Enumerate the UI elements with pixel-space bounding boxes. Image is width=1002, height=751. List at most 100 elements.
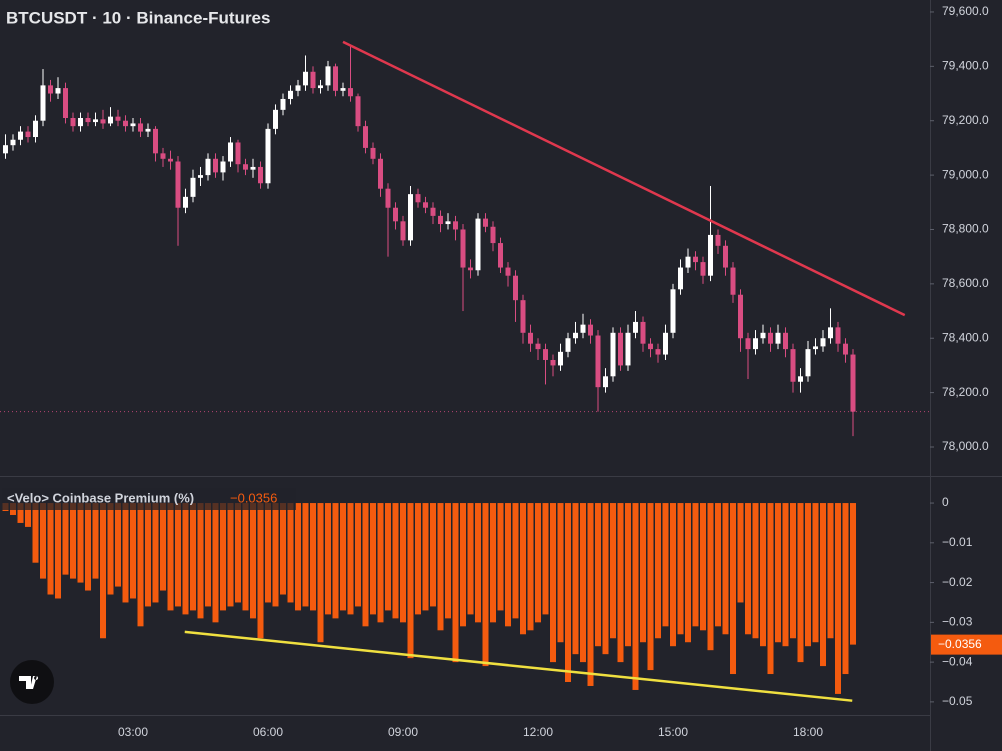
indicator-pane: 0 −0.01 −0.02 −0.03 −0.04 −0.05 −0.0356 bbox=[2, 495, 1002, 708]
candle-body bbox=[152, 128, 158, 154]
bar bbox=[467, 503, 474, 615]
bar bbox=[414, 503, 421, 615]
candle-body bbox=[392, 207, 398, 222]
candle-body bbox=[505, 267, 511, 276]
bar bbox=[557, 503, 564, 643]
y-tick-label: −0.04 bbox=[942, 654, 973, 668]
bar bbox=[804, 503, 811, 647]
candle-body bbox=[737, 294, 743, 339]
bar bbox=[107, 503, 114, 595]
bar bbox=[317, 503, 324, 643]
candle-body bbox=[445, 221, 451, 225]
candle-body bbox=[355, 96, 361, 127]
candle-body bbox=[752, 338, 758, 350]
y-tick-label: 78,000.0 bbox=[942, 439, 989, 453]
candle-body bbox=[707, 234, 713, 276]
candle-body bbox=[640, 321, 646, 344]
candle-body bbox=[812, 346, 818, 350]
bar bbox=[624, 503, 631, 647]
bar bbox=[92, 503, 99, 579]
y-tick-label: 79,200.0 bbox=[942, 113, 989, 127]
bar bbox=[137, 503, 144, 627]
candle-body bbox=[512, 275, 518, 301]
candle-body bbox=[722, 245, 728, 268]
bar bbox=[452, 503, 459, 663]
candle-body bbox=[100, 119, 106, 124]
candle-body bbox=[835, 327, 841, 344]
candle-body bbox=[310, 71, 316, 89]
candle-body bbox=[760, 332, 766, 339]
candle-body bbox=[782, 332, 788, 350]
indicator-value: −0.0356 bbox=[230, 490, 277, 505]
bar bbox=[264, 503, 271, 603]
x-tick-label: 15:00 bbox=[658, 725, 688, 739]
candle-body bbox=[332, 66, 338, 91]
bar bbox=[797, 503, 804, 663]
bar bbox=[534, 503, 541, 623]
candle-body bbox=[212, 158, 218, 173]
x-tick-label: 09:00 bbox=[388, 725, 418, 739]
candle-body bbox=[250, 166, 256, 170]
bar bbox=[309, 503, 316, 611]
bar bbox=[362, 503, 369, 627]
candle-body bbox=[587, 324, 593, 336]
bar bbox=[752, 503, 759, 639]
candle-body bbox=[280, 98, 286, 110]
bar bbox=[527, 503, 534, 631]
bar bbox=[459, 503, 466, 627]
candle-body bbox=[805, 349, 811, 377]
bar bbox=[542, 503, 549, 615]
bar bbox=[519, 503, 526, 635]
chart-title: BTCUSDT · 10 · Binance-Futures bbox=[6, 8, 270, 27]
candle-body bbox=[137, 123, 143, 132]
bar bbox=[272, 503, 279, 607]
bar bbox=[174, 503, 181, 607]
candle-body bbox=[797, 376, 803, 382]
bar bbox=[407, 503, 414, 659]
candle-body bbox=[685, 256, 691, 268]
candle-body bbox=[160, 153, 166, 159]
bar bbox=[167, 503, 174, 611]
bar bbox=[669, 503, 676, 647]
bar bbox=[579, 503, 586, 663]
candle-body bbox=[632, 321, 638, 333]
candle-body bbox=[220, 161, 226, 173]
bar bbox=[444, 503, 451, 619]
candle-body bbox=[205, 158, 211, 176]
bar bbox=[69, 503, 76, 579]
candle-body bbox=[25, 131, 31, 138]
bar bbox=[77, 503, 84, 583]
bar bbox=[744, 503, 751, 635]
bar bbox=[737, 503, 744, 603]
candle-body bbox=[347, 88, 353, 97]
candle-body bbox=[272, 109, 278, 129]
bar bbox=[152, 503, 159, 603]
price-pane: 78,000.0 78,200.0 78,400.0 78,600.0 78,800.0… bbox=[0, 4, 989, 453]
bar bbox=[219, 503, 226, 611]
bar bbox=[654, 503, 661, 639]
candle-body bbox=[145, 128, 151, 132]
y-tick-label: 0 bbox=[942, 495, 949, 509]
candle-body bbox=[557, 351, 563, 366]
bar bbox=[594, 503, 601, 647]
candle-body bbox=[647, 343, 653, 350]
bar bbox=[302, 503, 309, 607]
candle-body bbox=[662, 332, 668, 355]
candle-body bbox=[767, 332, 773, 344]
candle-body bbox=[227, 142, 233, 162]
y-tick-label: 79,400.0 bbox=[942, 59, 989, 73]
candle-body bbox=[610, 332, 616, 377]
bar bbox=[609, 503, 616, 639]
candle-body bbox=[175, 161, 181, 208]
bar bbox=[437, 503, 444, 631]
bar bbox=[354, 503, 361, 607]
bar bbox=[257, 503, 264, 639]
y-tick-label: 78,200.0 bbox=[942, 385, 989, 399]
bar bbox=[714, 503, 721, 627]
bar bbox=[572, 503, 579, 655]
bar bbox=[144, 503, 151, 607]
candle-body bbox=[565, 338, 571, 352]
bar bbox=[699, 503, 706, 631]
candle-body bbox=[677, 267, 683, 290]
